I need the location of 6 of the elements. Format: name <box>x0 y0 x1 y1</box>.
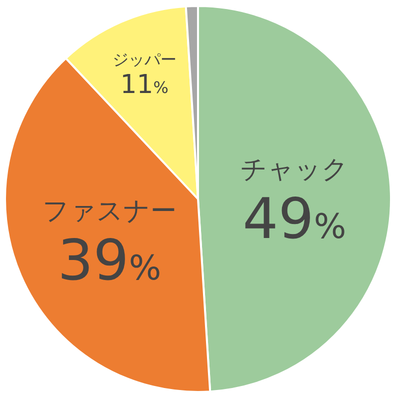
data-label: 39% <box>58 228 162 294</box>
slice-label: ファスナー <box>42 196 176 226</box>
data-label: 49% <box>242 186 346 252</box>
data-label: 11% <box>120 70 168 100</box>
slice-label: ジッパー <box>112 50 176 70</box>
slice-label: チャック <box>240 154 348 185</box>
